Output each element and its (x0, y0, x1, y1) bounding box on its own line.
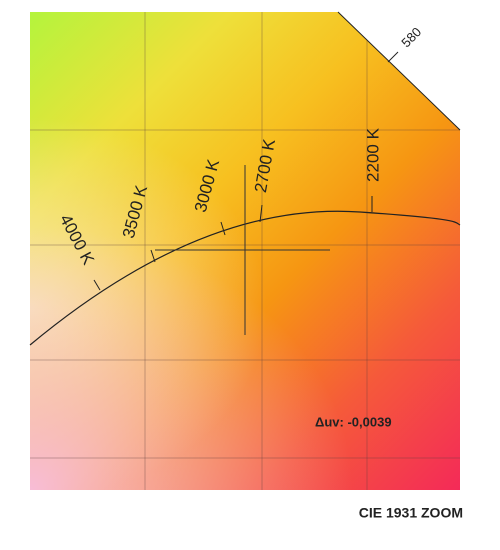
cct-label: 3500 K (119, 183, 151, 241)
crosshair (155, 165, 330, 335)
delta-uv: Δuv: -0,0039 (315, 414, 392, 429)
wavelength-tick (387, 51, 399, 63)
cct-label: 2700 K (251, 137, 279, 194)
cct-ticks (93, 196, 373, 291)
cct-label: 3000 K (191, 157, 223, 215)
caption: CIE 1931 ZOOM (359, 505, 463, 521)
spectral-locus (337, 11, 461, 131)
cct-label: 4000 K (56, 211, 98, 268)
planckian-locus (29, 210, 461, 346)
cct-label: 2200 K (363, 127, 382, 182)
grid (30, 12, 460, 490)
